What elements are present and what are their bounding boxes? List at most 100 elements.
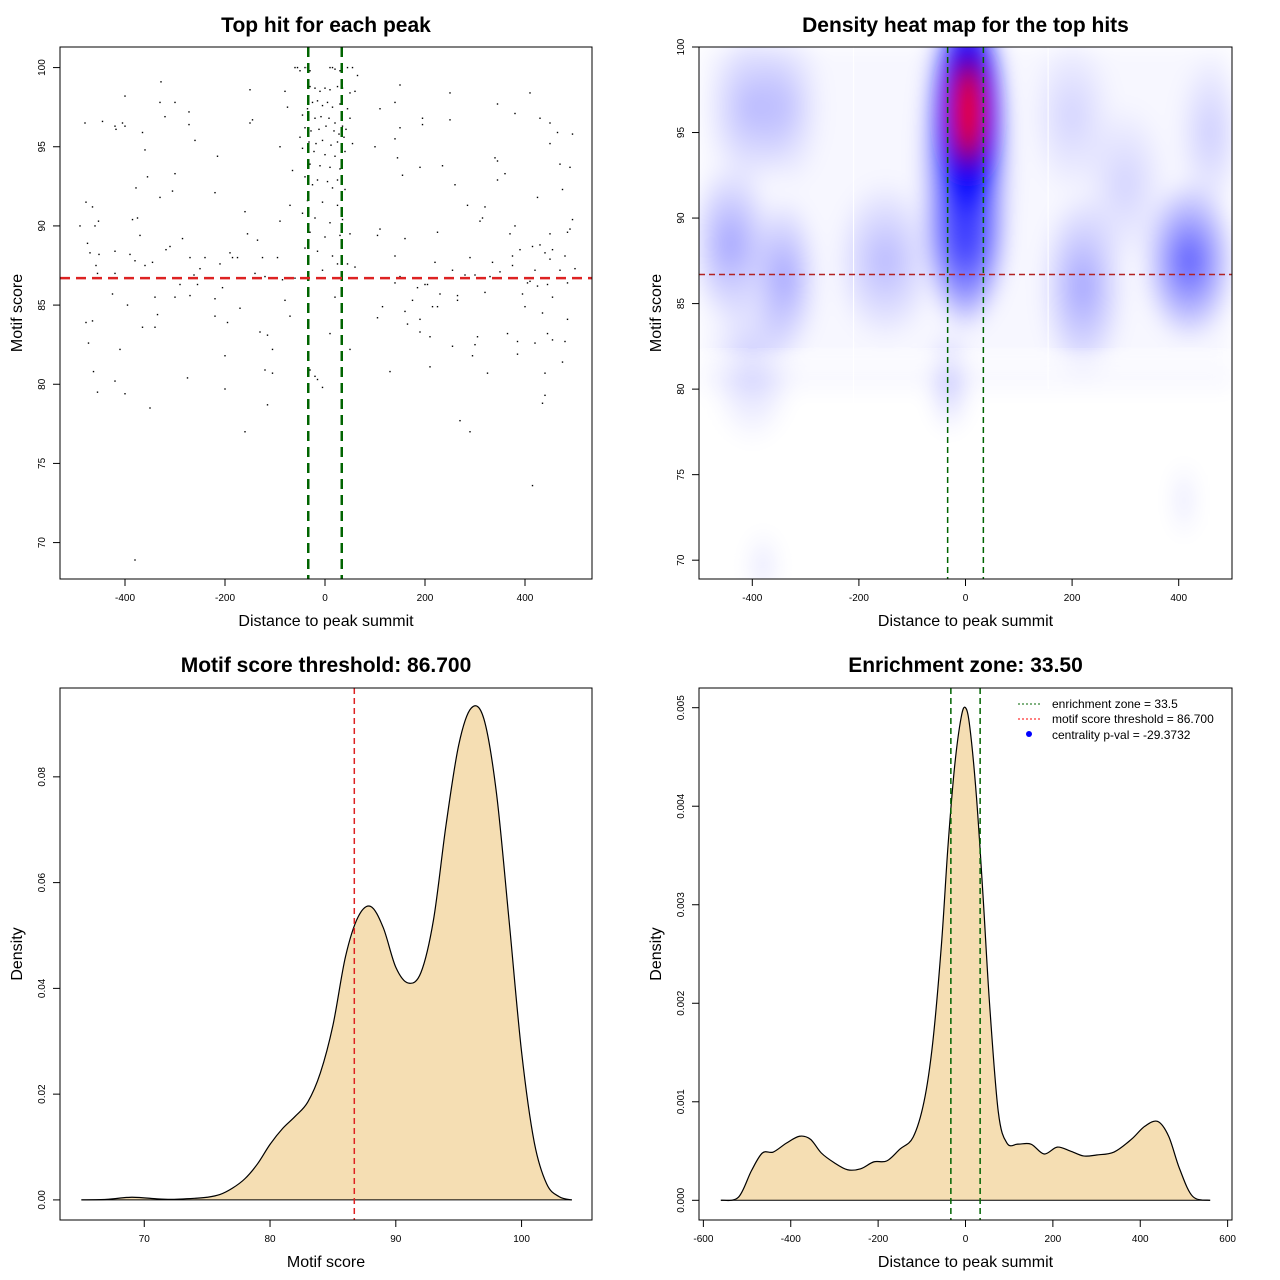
x-tick-label: 0 [963, 593, 969, 604]
y-tick-label: 80 [37, 378, 48, 390]
data-point [334, 296, 336, 298]
data-point [551, 296, 554, 298]
plot-frame [59, 687, 593, 1221]
data-point [326, 180, 329, 183]
data-point [146, 176, 149, 178]
data-point [529, 92, 531, 94]
data-point [246, 233, 249, 235]
data-point [334, 122, 336, 124]
data-point [349, 233, 351, 235]
data-point [84, 122, 86, 124]
data-point [91, 320, 94, 322]
data-point [336, 263, 339, 265]
y-tick-label: 0.004 [676, 793, 687, 818]
data-point [188, 111, 190, 113]
data-point [421, 117, 424, 119]
data-point [406, 323, 409, 325]
chart-title: Enrichment zone: 33.50 [848, 654, 1083, 677]
y-axis-label: Motif score [9, 274, 26, 352]
data-point [459, 419, 461, 422]
data-point [244, 431, 246, 433]
data-point [315, 142, 317, 145]
data-point [551, 339, 554, 341]
data-point [251, 119, 254, 121]
data-point [339, 168, 341, 170]
density-curve [720, 706, 1211, 1202]
data-point [419, 166, 421, 169]
density-hotspot [928, 325, 971, 436]
data-point [536, 285, 539, 287]
data-point [399, 84, 401, 86]
plot-area [60, 47, 592, 579]
data-point [341, 125, 344, 127]
data-point [544, 394, 546, 397]
plot-frame [59, 46, 593, 580]
data-point [188, 123, 190, 126]
data-point [571, 133, 574, 135]
chart-title: Motif score threshold: 86.700 [181, 654, 472, 677]
data-point [165, 248, 167, 251]
data-point [374, 146, 376, 148]
data-point [539, 244, 541, 246]
data-point [351, 142, 354, 145]
scatter-panel: -400 -200 0 200 400 70 75 80 85 90 95 100 Top hit fo… [9, 14, 593, 630]
density-hotspot [1142, 178, 1232, 343]
data-point [299, 70, 301, 72]
x-tick-label: 100 [513, 1234, 530, 1245]
plot-area [699, 47, 1232, 579]
legend-point-centrality [1026, 731, 1032, 737]
data-point [319, 165, 321, 167]
data-point [97, 220, 100, 222]
data-point [469, 256, 471, 259]
y-tick-label: 0.06 [37, 872, 48, 892]
data-point [419, 331, 421, 333]
data-point [561, 361, 564, 363]
chart-title: Top hit for each peak [221, 14, 431, 37]
data-point [456, 299, 459, 302]
data-point [426, 283, 429, 286]
density-hotspot [834, 178, 937, 343]
data-point [399, 127, 401, 129]
data-point [504, 172, 506, 175]
data-point [101, 120, 104, 123]
y-tick-label: 95 [676, 127, 687, 139]
data-point [341, 218, 344, 221]
data-point [259, 331, 261, 333]
x-tick-label: -400 [742, 593, 762, 604]
data-point [379, 228, 381, 230]
data-point [96, 391, 99, 393]
data-point [441, 165, 444, 167]
x-tick-label: 400 [1132, 1234, 1149, 1245]
data-point [194, 139, 196, 142]
data-point [404, 237, 406, 240]
data-point [92, 370, 95, 373]
data-point [484, 206, 486, 208]
data-point [396, 157, 399, 159]
data-point [196, 283, 199, 286]
data-point [144, 264, 146, 267]
data-point [214, 191, 216, 194]
density-hotspot [709, 281, 795, 446]
data-point [429, 336, 431, 338]
data-point [271, 348, 274, 351]
data-point [539, 117, 541, 119]
data-point [224, 355, 226, 357]
distance-density-panel: -600 -400 -200 0 200 400 600 0.000 0.001 0.002 0.0… [648, 654, 1236, 1271]
data-point [308, 141, 310, 143]
density-hotspot [745, 527, 781, 579]
data-point [436, 305, 439, 308]
data-point [381, 305, 384, 308]
data-point [164, 115, 166, 118]
data-point [129, 253, 131, 256]
data-point [536, 196, 539, 199]
data-point [486, 372, 489, 374]
data-point [334, 68, 336, 70]
data-point [421, 123, 424, 126]
data-point [561, 188, 564, 191]
x-tick-label: 400 [1170, 593, 1187, 604]
data-point [284, 90, 286, 93]
data-point [316, 100, 319, 102]
data-point [564, 255, 566, 257]
data-point [313, 150, 315, 153]
data-point [389, 370, 391, 373]
